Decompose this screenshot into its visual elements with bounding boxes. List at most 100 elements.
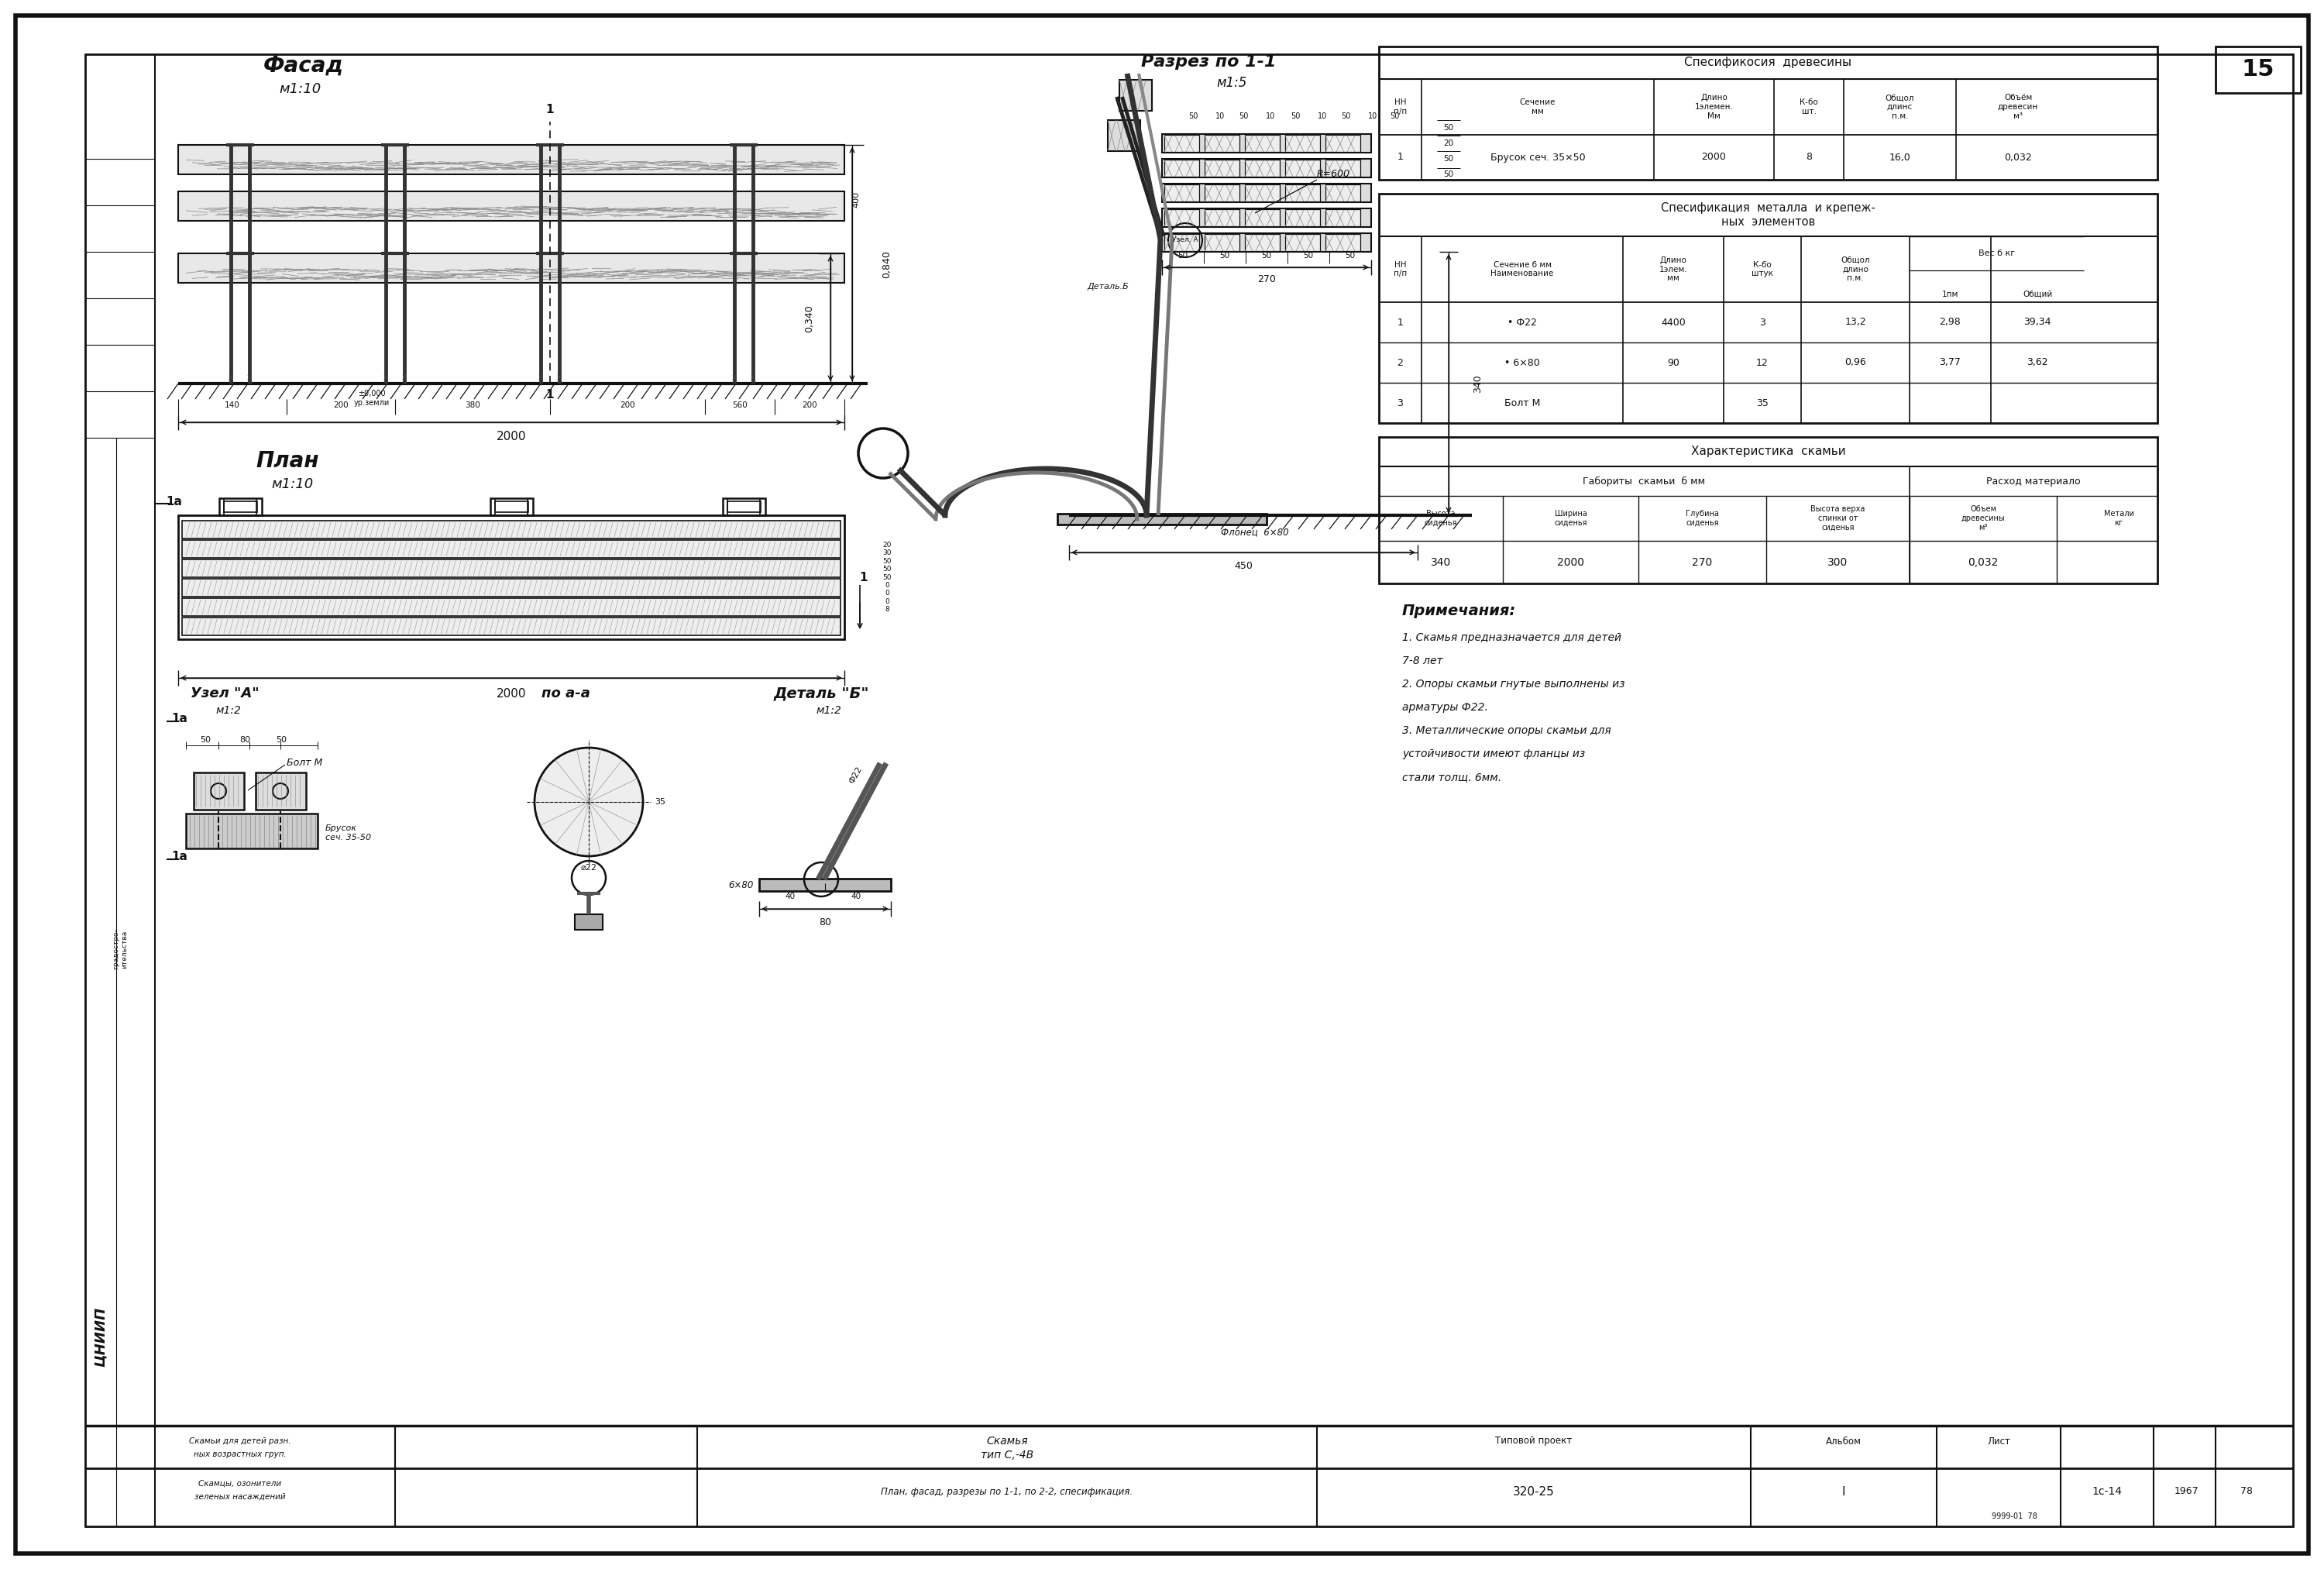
Text: НН
п/п: НН п/п [1394, 99, 1406, 115]
Text: 50: 50 [1443, 124, 1455, 132]
Bar [256, 772, 307, 810]
Text: Объём
древесин
м³: Объём древесин м³ [1999, 94, 2038, 119]
Text: Деталь.Б: Деталь.Б [1088, 282, 1129, 290]
Text: 0,340: 0,340 [804, 304, 813, 333]
Bar [723, 499, 765, 515]
Text: 20: 20 [1443, 140, 1455, 147]
Text: 80: 80 [818, 916, 832, 927]
Text: м1:2: м1:2 [216, 704, 242, 715]
Text: 2000: 2000 [1557, 557, 1585, 568]
Text: 450: 450 [1234, 560, 1253, 571]
Text: 1: 1 [546, 104, 553, 116]
Bar [574, 915, 602, 930]
Bar [1325, 234, 1360, 251]
Text: 0,840: 0,840 [883, 251, 892, 278]
Bar [1204, 209, 1239, 226]
Circle shape [535, 748, 644, 857]
Text: Флонец  6×80: Флонец 6×80 [1220, 527, 1290, 537]
Text: Объем
древесины
м³: Объем древесины м³ [1961, 505, 2006, 532]
Text: К-бо
шт.: К-бо шт. [1799, 99, 1817, 115]
Text: 320-25: 320-25 [1513, 1486, 1555, 1497]
Text: 560: 560 [732, 402, 748, 410]
Text: К-бо
штук: К-бо штук [1752, 260, 1773, 278]
Text: 140: 140 [225, 402, 239, 410]
Text: 50: 50 [1178, 251, 1188, 259]
Text: Брусок
сеч. 35-50: Брусок сеч. 35-50 [325, 825, 372, 841]
Text: 15: 15 [2243, 58, 2275, 82]
Text: Характеристика  скамьи: Характеристика скамьи [1692, 446, 1845, 458]
Bar [1285, 209, 1320, 226]
Text: 3,62: 3,62 [2027, 358, 2047, 367]
Text: 16,0: 16,0 [1889, 152, 1910, 162]
Text: м1:2: м1:2 [816, 704, 841, 715]
Text: 1967: 1967 [2173, 1486, 2199, 1497]
Bar [1325, 135, 1360, 152]
Text: 2. Опоры скамьи гнутые выполнены из: 2. Опоры скамьи гнутые выполнены из [1401, 679, 1624, 690]
Text: 340: 340 [1473, 375, 1483, 392]
Text: Болт М: Болт М [1504, 399, 1541, 408]
Text: Ширина
сиденья: Ширина сиденья [1555, 510, 1587, 527]
Text: Расход материало: Расход материало [1987, 475, 2080, 486]
Text: Лист: Лист [1987, 1436, 2010, 1447]
Text: 50: 50 [1188, 113, 1197, 121]
Text: Ф22: Ф22 [848, 766, 865, 784]
Bar [181, 618, 841, 635]
Bar [181, 540, 841, 559]
Text: Типовой проект: Типовой проект [1494, 1436, 1573, 1447]
Text: Сечение
мм: Сечение мм [1520, 99, 1555, 115]
Bar [1162, 158, 1371, 177]
Text: Длино
1элем.
мм: Длино 1элем. мм [1659, 256, 1687, 282]
Bar [1204, 160, 1239, 177]
Bar [1246, 209, 1281, 226]
Bar [760, 879, 890, 891]
Bar [1378, 438, 2157, 584]
Bar [1325, 160, 1360, 177]
Text: 50: 50 [277, 736, 286, 744]
Bar [181, 560, 841, 577]
Text: градостро-
ительства: градостро- ительства [112, 929, 128, 970]
Text: 80: 80 [239, 736, 251, 744]
Text: Габориты  скамьи  б мм: Габориты скамьи б мм [1583, 475, 1706, 486]
Bar [179, 191, 844, 221]
Text: 50: 50 [1443, 155, 1455, 163]
Text: Скамцы, озонители: Скамцы, озонители [198, 1480, 281, 1487]
Bar [1285, 160, 1320, 177]
Text: 20
30
50
50
50
0
0
0
8: 20 30 50 50 50 0 0 0 8 [883, 541, 892, 613]
Text: ЦНИИП: ЦНИИП [93, 1307, 107, 1367]
Bar [186, 814, 318, 849]
Text: Сечение б мм
Наименование: Сечение б мм Наименование [1490, 260, 1555, 278]
Bar [1285, 234, 1320, 251]
Bar [179, 253, 844, 282]
Text: 10: 10 [1369, 113, 1378, 121]
Text: 3. Металлические опоры скамьи для: 3. Металлические опоры скамьи для [1401, 725, 1611, 736]
Bar [1285, 185, 1320, 201]
Bar [1246, 135, 1281, 152]
Bar [727, 502, 760, 511]
Text: I: I [1843, 1486, 1845, 1497]
Bar [1246, 160, 1281, 177]
Text: Узел "А": Узел "А" [191, 687, 258, 700]
Bar [1204, 135, 1239, 152]
Text: 1. Скамья предназначается для детей: 1. Скамья предназначается для детей [1401, 632, 1622, 643]
Text: 8: 8 [1806, 152, 1813, 162]
Text: Скамьи для детей разн.: Скамьи для детей разн. [188, 1437, 290, 1445]
Bar [1109, 121, 1141, 151]
Text: 50: 50 [1304, 251, 1313, 259]
Text: 50: 50 [1390, 113, 1399, 121]
Bar [1204, 234, 1239, 251]
Text: 0,032: 0,032 [1968, 557, 1999, 568]
Text: 1: 1 [1397, 152, 1404, 162]
Text: 40: 40 [786, 893, 795, 901]
Text: ⌀22: ⌀22 [581, 865, 597, 872]
Text: R=600: R=600 [1318, 169, 1350, 179]
Text: 10: 10 [1318, 113, 1327, 121]
Bar [1120, 80, 1153, 111]
Text: 1а: 1а [167, 496, 181, 507]
Bar [1162, 133, 1371, 152]
Bar [1378, 193, 2157, 424]
Text: 2000: 2000 [497, 430, 525, 442]
Text: м1:10: м1:10 [272, 477, 314, 491]
Text: 2000: 2000 [497, 687, 525, 700]
Bar [223, 502, 258, 511]
Text: x: x [383, 373, 388, 381]
